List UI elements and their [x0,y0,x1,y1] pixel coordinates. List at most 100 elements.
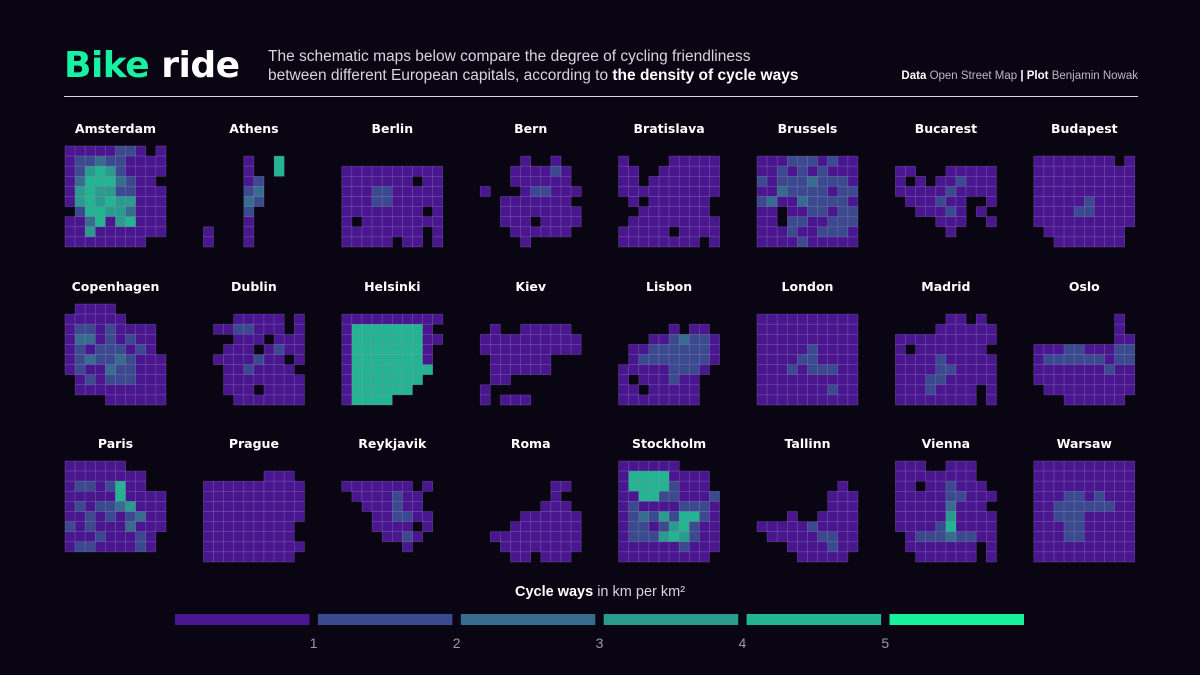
map-cell [155,521,167,532]
map-cell [341,333,353,345]
map-cell [520,206,531,218]
map-cell [678,216,690,228]
map-cell [550,155,562,167]
map-cell [223,490,235,502]
map-cell [283,501,295,512]
map-cell [145,216,157,228]
map-cell [361,354,373,365]
map-cell [1094,364,1105,376]
city-map-reykjavik: Reykjavik [341,436,434,553]
map-cell [628,196,640,207]
map-cell [135,521,147,532]
map-cell [807,344,818,355]
map-cell [648,333,660,345]
map-cell [1043,551,1055,563]
map-cell [243,313,255,325]
map-cell [95,374,106,386]
map-cell [699,511,710,522]
map-cell [253,313,265,325]
map-cell [95,303,106,315]
map-cell [243,480,255,492]
map-cell [786,313,798,325]
map-cell [263,541,275,553]
map-cell [135,374,147,386]
map-cell [105,145,116,157]
map-cell [263,344,275,355]
map-cell [618,541,629,553]
city-label: Madrid [921,279,970,294]
map-cell [1073,364,1085,376]
map-cell [391,196,403,207]
map-cell [1114,165,1125,177]
map-cell [351,384,363,396]
map-cell [985,531,997,543]
map-cell [786,394,798,406]
map-cell [688,541,700,553]
map-cell [243,384,255,396]
map-cell [837,186,849,197]
map-cell [520,226,531,238]
map-cell [945,216,957,228]
map-cell [678,490,690,502]
map-cell [618,531,629,543]
map-cell [985,333,997,345]
map-cell [638,216,650,228]
map-cell [520,186,531,197]
map-cell [985,354,997,365]
credit-data-value: Open Street Map [929,70,1018,82]
map-cell [628,186,640,197]
map-cell [95,521,106,532]
map-cell [95,384,106,396]
map-cell [915,521,926,532]
map-cell [797,323,808,335]
map-cell [975,333,987,345]
map-cell [135,384,147,396]
map-cell [658,501,670,512]
map-cell [965,394,977,406]
map-cell [233,511,245,522]
map-cell [935,354,947,365]
map-cell [955,384,967,396]
map-cell [510,216,521,228]
map-cell [115,541,126,553]
map-cell [648,384,660,396]
map-cell [905,354,916,365]
map-cell [371,165,383,177]
map-cell [628,354,640,365]
map-cell [540,551,552,563]
map-cell [105,206,116,218]
map-cell [817,374,828,386]
map-cell [371,354,383,365]
map-cell [1094,354,1105,365]
map-cell [925,344,937,355]
map-cell [273,480,285,492]
map-cell [817,176,828,187]
map-cell [688,206,700,218]
map-cell [1114,206,1125,218]
map-cell [145,490,157,502]
map-cell [827,323,839,335]
map-cell [135,186,147,197]
map-cell [915,354,926,365]
map-cell [64,511,76,522]
city-map-london: London [756,279,859,406]
map-cell [510,333,521,345]
city-label: Vienna [922,436,970,451]
legend-swatch [889,614,1024,625]
map-cell [766,384,778,396]
map-cell [955,354,967,365]
map-cell [223,551,235,563]
map-cell [253,480,265,492]
map-cell [479,394,491,406]
map-cell [618,490,629,502]
map-cell [648,186,660,197]
map-cell [1073,511,1085,522]
map-cell [381,521,393,532]
map-cell [1094,236,1105,248]
map-cell [1033,176,1045,187]
map-cell [341,226,353,238]
map-cell [402,165,413,177]
map-cell [243,165,255,177]
map-cell [766,364,778,376]
map-cell [422,196,434,207]
